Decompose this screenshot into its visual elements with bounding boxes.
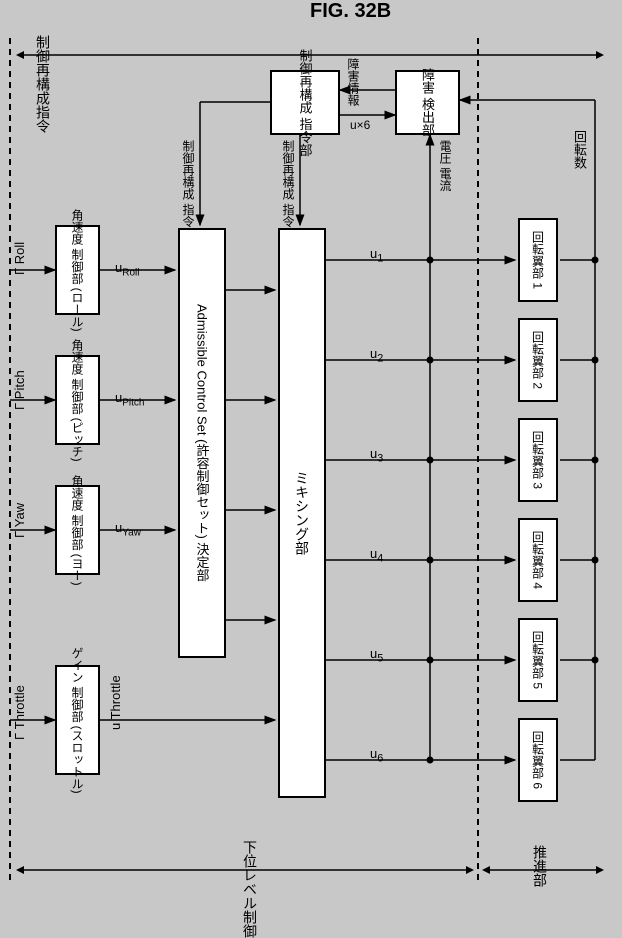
gamma-pitch-label: Γ Pitch <box>12 370 27 410</box>
rotor-6-box: 回転翼部 6 <box>518 718 558 802</box>
u2-label: u2 <box>370 346 383 365</box>
u4-label: u4 <box>370 546 383 565</box>
reconfig-cmd-down-label: 制御再構成 指令 <box>280 140 297 227</box>
u-yaw-label: uYaw <box>115 520 141 539</box>
u1-label: u1 <box>370 246 383 265</box>
voltage-current-label: 電圧 電流 <box>437 140 454 191</box>
u-roll-label: uRoll <box>115 260 139 279</box>
u5-label: u5 <box>370 646 383 665</box>
mixing-box: ミキシング部 <box>278 228 326 798</box>
gamma-roll-label: Γ Roll <box>12 242 27 275</box>
fault-info-label: 障害情報 <box>345 58 362 106</box>
rpm-label: 回転数 <box>570 130 589 169</box>
fault-detection-box: 障害 検出部 <box>395 70 460 135</box>
yaw-rate-control-box: 角速度 制御部 (ヨー) <box>55 485 100 575</box>
block-diagram: FIG. 32B <box>0 0 622 913</box>
top-bus-label: 制御再構成指令 <box>33 35 53 133</box>
u3-label: u3 <box>370 446 383 465</box>
reconfig-cmd-left-label: 制御再構成 指令 <box>180 140 197 227</box>
u6-label: u6 <box>370 746 383 765</box>
throttle-gain-control-box: ゲイン 制御部 (スロットル) <box>55 665 100 775</box>
gamma-throttle-label: Γ Throttle <box>12 685 27 740</box>
u-times-6-label: u×6 <box>350 118 370 132</box>
rotor-4-box: 回転翼部 4 <box>518 518 558 602</box>
reconfig-command-box: 制御再構成 指令部 <box>270 70 340 135</box>
rotor-1-box: 回転翼部 1 <box>518 218 558 302</box>
admissible-control-set-box: Admissible Control Set (許容制御セット) 決定部 <box>178 228 226 658</box>
rotor-3-box: 回転翼部 3 <box>518 418 558 502</box>
rotor-2-box: 回転翼部 2 <box>518 318 558 402</box>
u-throttle-label: u Throttle <box>108 675 123 730</box>
pitch-rate-control-box: 角速度 制御部 (ピッチ) <box>55 355 100 445</box>
propulsion-label: 推進部 <box>530 845 550 887</box>
rotor-5-box: 回転翼部 5 <box>518 618 558 702</box>
roll-rate-control-box: 角速度 制御部 (ロール) <box>55 225 100 315</box>
lower-level-control-label: 下位レベル制御 <box>240 840 260 938</box>
figure-title: FIG. 32B <box>310 0 391 23</box>
gamma-yaw-label: Γ Yaw <box>12 503 27 538</box>
u-pitch-label: uPitch <box>115 390 144 409</box>
